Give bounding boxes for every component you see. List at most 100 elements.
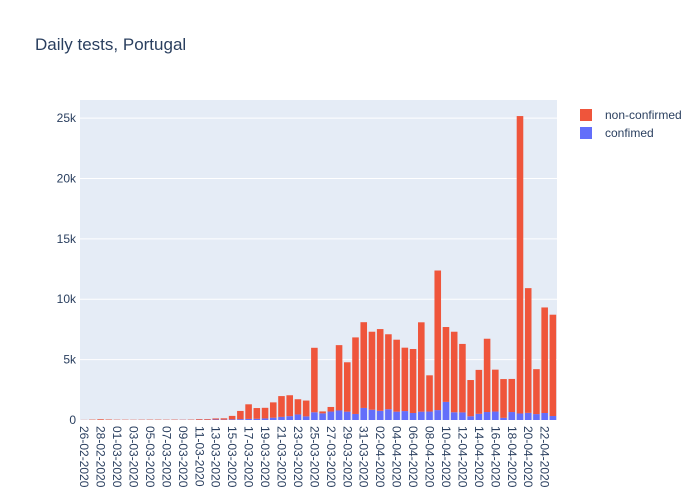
bar-confimed[interactable] [459,412,466,420]
bar-confimed[interactable] [311,412,318,420]
bar-non-confirmed[interactable] [434,270,442,411]
x-tick-label: 29-03-2020 [340,426,354,488]
bar-non-confirmed[interactable] [294,399,302,415]
bar-confimed[interactable] [524,412,532,420]
bar-confimed[interactable] [426,411,433,420]
bar-non-confirmed[interactable] [302,400,310,417]
bar-confimed[interactable] [393,411,400,420]
bar-confimed[interactable] [475,413,483,420]
legend[interactable]: non-confirmed confimed [580,108,682,140]
bar-confimed[interactable] [467,416,474,420]
bar-confimed[interactable] [541,412,548,420]
bar-confimed[interactable] [261,418,269,420]
bar-non-confirmed[interactable] [393,339,400,412]
bar-non-confirmed[interactable] [352,337,359,414]
bar-non-confirmed[interactable] [524,288,532,413]
bar-non-confirmed[interactable] [492,369,499,412]
bar-non-confirmed[interactable] [541,307,548,413]
bar-confimed[interactable] [434,410,442,420]
bar-confimed[interactable] [492,411,499,420]
bar-non-confirmed[interactable] [311,347,318,413]
bar-non-confirmed[interactable] [327,406,335,412]
bar-confimed[interactable] [368,409,376,420]
bar-confimed[interactable] [253,418,261,420]
bar-non-confirmed[interactable] [228,415,236,420]
bar-non-confirmed[interactable] [97,419,104,420]
bar-non-confirmed[interactable] [418,322,425,412]
bar-non-confirmed[interactable] [212,418,219,420]
bar-confimed[interactable] [500,417,507,420]
bar-confimed[interactable] [228,419,236,420]
bar-confimed[interactable] [294,414,302,420]
x-tick-label: 13-03-2020 [209,426,223,488]
bar-non-confirmed[interactable] [204,419,211,420]
bar-non-confirmed[interactable] [195,419,203,420]
bar-confimed[interactable] [401,411,409,420]
bar-non-confirmed[interactable] [376,329,384,411]
bar-confimed[interactable] [442,401,450,420]
bar-confimed[interactable] [549,416,557,420]
bar-confimed[interactable] [343,411,351,420]
bar-confimed[interactable] [450,412,458,420]
bar-non-confirmed[interactable] [409,348,417,413]
plot-background [80,100,557,420]
x-tick-label: 17-03-2020 [242,426,256,488]
bar-non-confirmed[interactable] [533,369,540,415]
x-tick-label: 18-04-2020 [505,426,519,488]
bar-confimed[interactable] [237,419,244,420]
bar-non-confirmed[interactable] [335,345,343,411]
bar-confimed[interactable] [516,413,524,420]
bar-non-confirmed[interactable] [450,331,458,413]
bar-confimed[interactable] [483,412,491,420]
legend-swatch-confimed [580,127,592,139]
x-tick-label: 02-04-2020 [373,426,387,488]
bar-non-confirmed[interactable] [459,343,466,413]
bar-non-confirmed[interactable] [401,347,409,412]
bar-non-confirmed[interactable] [467,380,474,417]
bar-non-confirmed[interactable] [245,404,252,419]
bar-confimed[interactable] [376,410,384,420]
bar-confimed[interactable] [385,409,392,420]
bar-confimed[interactable] [360,407,368,420]
legend-item-non-confirmed[interactable]: non-confirmed [580,108,682,122]
legend-item-confimed[interactable]: confimed [580,126,654,140]
bar-confimed[interactable] [278,416,285,420]
bar-non-confirmed[interactable] [385,334,392,410]
bar-non-confirmed[interactable] [508,378,516,413]
bar-non-confirmed[interactable] [269,402,277,418]
bar-non-confirmed[interactable] [319,411,326,414]
bar-confimed[interactable] [319,413,326,420]
bar-non-confirmed[interactable] [426,375,433,412]
x-tick-label: 12-04-2020 [455,426,469,488]
bar-non-confirmed[interactable] [261,407,269,419]
bars [80,116,557,420]
bar-non-confirmed[interactable] [500,379,507,418]
legend-label-non-confirmed: non-confirmed [605,108,682,122]
bar-non-confirmed[interactable] [442,327,450,402]
bar-non-confirmed[interactable] [278,396,285,417]
bar-non-confirmed[interactable] [368,331,376,410]
bar-confimed[interactable] [335,410,343,420]
bar-non-confirmed[interactable] [549,314,557,417]
bar-confimed[interactable] [269,417,277,420]
bar-non-confirmed[interactable] [475,369,483,414]
bar-confimed[interactable] [409,412,417,420]
bar-non-confirmed[interactable] [237,410,244,420]
bar-confimed[interactable] [302,416,310,420]
bar-confimed[interactable] [245,418,252,420]
y-axis: 0 5k 10k 15k 20k 25k [57,111,77,427]
bar-confimed[interactable] [352,413,359,420]
bar-non-confirmed[interactable] [516,116,524,414]
bar-non-confirmed[interactable] [286,395,294,417]
bar-non-confirmed[interactable] [360,322,368,408]
bar-confimed[interactable] [327,411,335,420]
bar-non-confirmed[interactable] [220,418,228,420]
bar-confimed[interactable] [418,411,425,420]
y-tick-label: 5k [63,353,77,367]
bar-confimed[interactable] [508,412,516,420]
bar-non-confirmed[interactable] [253,408,261,419]
bar-confimed[interactable] [286,416,294,420]
bar-confimed[interactable] [533,414,540,420]
bar-non-confirmed[interactable] [483,338,491,413]
bar-non-confirmed[interactable] [343,362,351,412]
